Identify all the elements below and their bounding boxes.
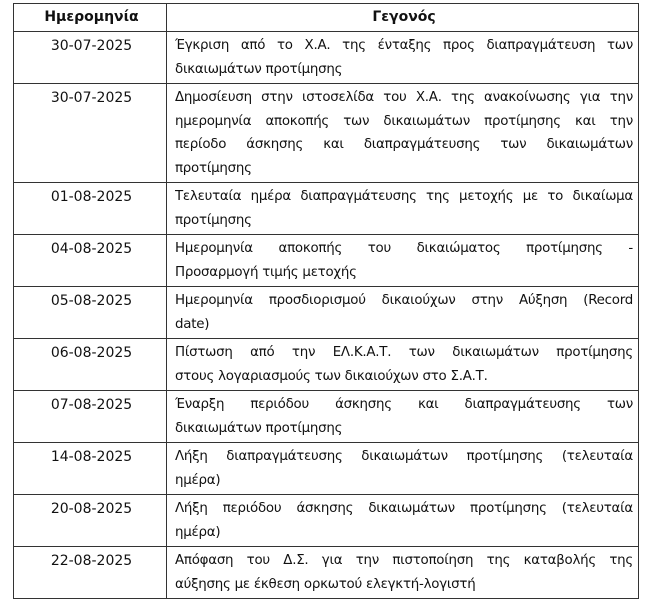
event-cell: Έγκριση από το Χ.Α. της ένταξης προς δια… xyxy=(166,31,639,84)
date-cell: 04-08-2025 xyxy=(13,234,167,287)
event-text-line: Πίστωση από την ΕΛ.Κ.Α.Τ. των δικαιωμάτω… xyxy=(175,345,633,360)
table-row: 01-08-2025 Τελευταία ημέρα διαπραγμάτευση… xyxy=(13,182,639,235)
event-cell: Δημοσίευση στην ιστοσελίδα του Χ.Α. της … xyxy=(166,83,639,183)
event-text-line: Τελευταία ημέρα διαπραγμάτευσης της μετο… xyxy=(175,189,633,204)
event-text-line: περίοδο άσκησης και διαπραγμάτευσης των … xyxy=(175,137,633,152)
date-cell: 20-08-2025 xyxy=(13,494,167,547)
event-text-line: Λήξη περιόδου άσκησης δικαιωμάτων προτίμ… xyxy=(175,501,633,516)
timetable: Ημερομηνία Γεγονός 30-07-2025 Έγκριση από… xyxy=(13,3,639,599)
header-date: Ημερομηνία xyxy=(13,3,167,32)
table-row: 14-08-2025 Λήξη διαπραγμάτευσης δικαιωμάτ… xyxy=(13,442,639,495)
table-row: 30-07-2025 Δημοσίευση στην ιστοσελίδα του… xyxy=(13,83,639,183)
table-row: 20-08-2025 Λήξη περιόδου άσκησης δικαιωμά… xyxy=(13,494,639,547)
table-row: 22-08-2025 Απόφαση του Δ.Σ. για την πιστο… xyxy=(13,546,639,599)
event-text-line: δικαιωμάτων προτίμησης xyxy=(175,420,343,436)
event-text-line: Ημερομηνία προσδιορισμού δικαιούχων στην… xyxy=(175,293,633,308)
event-text-line: αύξησης με έκθεση ορκωτού ελεγκτή-λογιστ… xyxy=(175,576,476,592)
table-row: 04-08-2025 Ημερομηνία αποκοπής του δικαιώ… xyxy=(13,234,639,287)
event-cell: Ημερομηνία αποκοπής του δικαιώματος προτ… xyxy=(166,234,639,287)
event-text-line: προτίμησης xyxy=(175,212,252,228)
table-row: 30-07-2025 Έγκριση από το Χ.Α. της ένταξη… xyxy=(13,31,639,84)
event-cell: Λήξη περιόδου άσκησης δικαιωμάτων προτίμ… xyxy=(166,494,639,547)
event-text-line: Έγκριση από το Χ.Α. της ένταξης προς δια… xyxy=(175,38,633,53)
event-text-line: Έναρξη περιόδου άσκησης και διαπραγμάτευ… xyxy=(175,397,633,412)
date-cell: 22-08-2025 xyxy=(13,546,167,599)
event-cell: Έναρξη περιόδου άσκησης και διαπραγμάτευ… xyxy=(166,390,639,443)
event-cell: Πίστωση από την ΕΛ.Κ.Α.Τ. των δικαιωμάτω… xyxy=(166,338,639,391)
table-row: 05-08-2025 Ημερομηνία προσδιορισμού δικαι… xyxy=(13,286,639,339)
date-cell: 05-08-2025 xyxy=(13,286,167,339)
table-row: 06-08-2025 Πίστωση από την ΕΛ.Κ.Α.Τ. των … xyxy=(13,338,639,391)
event-cell: Λήξη διαπραγμάτευσης δικαιωμάτων προτίμη… xyxy=(166,442,639,495)
date-cell: 01-08-2025 xyxy=(13,182,167,235)
date-cell: 07-08-2025 xyxy=(13,390,167,443)
event-text-line: ημέρα) xyxy=(175,524,221,540)
event-text-line: στους λογαριασμούς των δικαιούχων στο Σ.… xyxy=(175,368,488,384)
event-text-line: ημερομηνία αποκοπής των δικαιωμάτων προτ… xyxy=(175,113,633,129)
event-text-line: Λήξη διαπραγμάτευσης δικαιωμάτων προτίμη… xyxy=(175,449,633,464)
event-text-line: δικαιωμάτων προτίμησης xyxy=(175,61,343,77)
date-cell: 30-07-2025 xyxy=(13,31,167,84)
header-row: Ημερομηνία Γεγονός xyxy=(13,3,639,32)
event-cell: Απόφαση του Δ.Σ. για την πιστοποίηση της… xyxy=(166,546,639,599)
event-text-line: ημέρα) xyxy=(175,472,221,488)
event-text-line: Απόφαση του Δ.Σ. για την πιστοποίηση της… xyxy=(175,553,633,568)
date-cell: 30-07-2025 xyxy=(13,83,167,183)
event-text-line: Ημερομηνία αποκοπής του δικαιώματος προτ… xyxy=(175,241,633,256)
event-text-line: προτίμησης xyxy=(175,160,252,176)
header-event: Γεγονός xyxy=(166,3,639,32)
table-row: 07-08-2025 Έναρξη περιόδου άσκησης και δι… xyxy=(13,390,639,443)
date-cell: 14-08-2025 xyxy=(13,442,167,495)
event-text-line: Δημοσίευση στην ιστοσελίδα του Χ.Α. της … xyxy=(175,90,633,105)
event-cell: Ημερομηνία προσδιορισμού δικαιούχων στην… xyxy=(166,286,639,339)
date-cell: 06-08-2025 xyxy=(13,338,167,391)
event-text-line: date) xyxy=(175,316,210,332)
event-cell: Τελευταία ημέρα διαπραγμάτευσης της μετο… xyxy=(166,182,639,235)
event-text-line: Προσαρμογή τιμής μετοχής xyxy=(175,264,357,280)
